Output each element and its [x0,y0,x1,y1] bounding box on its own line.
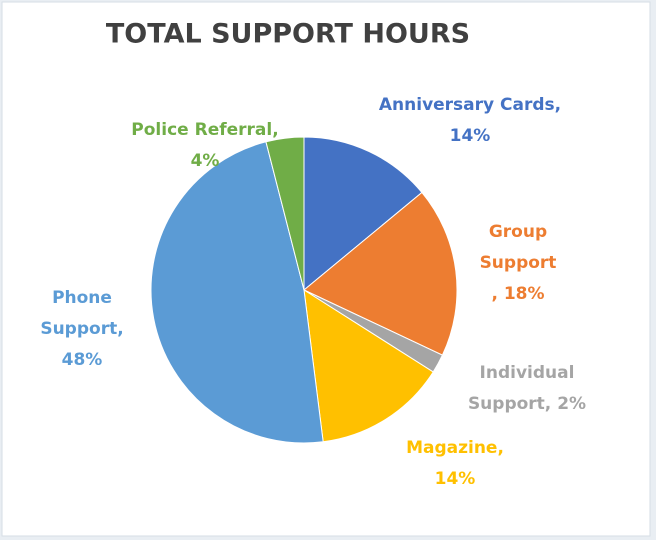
data-label: Support, 2% [468,394,586,414]
data-label: Phone [52,288,112,308]
data-label: , 18% [491,284,544,304]
data-label: 4% [191,151,220,171]
data-label: Police Referral, [131,120,278,140]
pie-slice [303,136,423,292]
pie-slice [150,141,324,444]
data-label: Magazine, [406,438,504,458]
pie-slice [265,136,305,291]
data-label: 14% [450,126,491,146]
data-label: Individual [480,363,575,383]
data-label: 48% [62,350,103,370]
data-label: Group [489,222,547,242]
data-label: Support [480,253,557,273]
pie-slice [303,289,434,443]
data-label: Anniversary Cards, [379,95,561,115]
data-label: 14% [435,469,476,489]
chart-title: TOTAL SUPPORT HOURS [106,19,470,50]
pie-slice [303,191,458,356]
data-label: Support, [40,319,123,339]
